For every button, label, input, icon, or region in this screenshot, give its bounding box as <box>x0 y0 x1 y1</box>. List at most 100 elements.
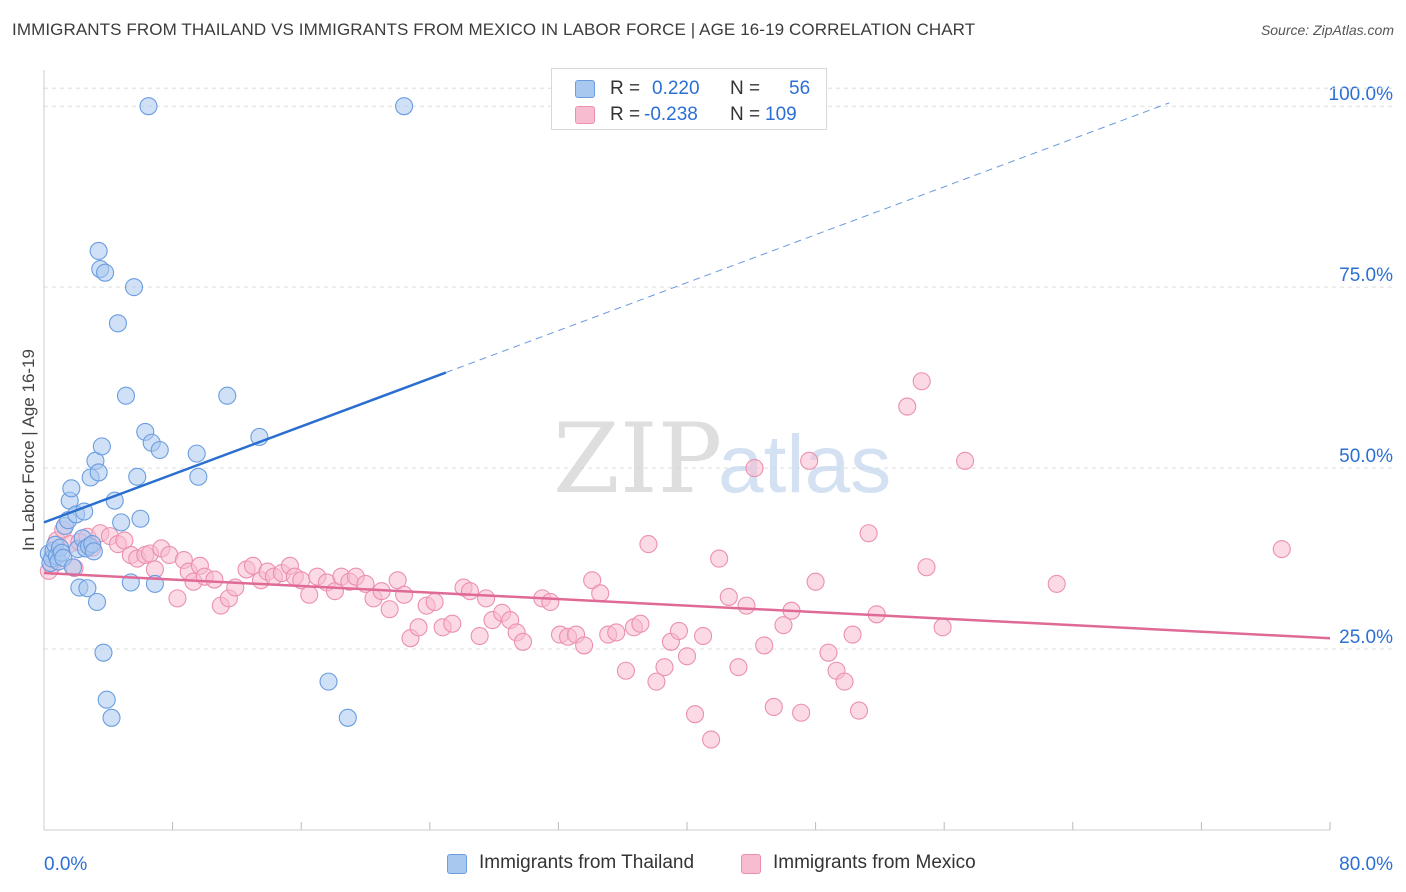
mexico-point <box>409 618 428 637</box>
legend-row-mexico: R = -0.238 N = 109 <box>552 102 826 128</box>
thailand-point <box>78 579 97 598</box>
thailand-point <box>87 592 107 612</box>
thailand-point <box>131 509 150 528</box>
thailand-point <box>112 513 131 532</box>
mexico-point <box>513 632 533 651</box>
thailand-point <box>139 97 158 116</box>
thailand-point <box>116 386 136 405</box>
legend-label-thailand: Immigrants from Thailand <box>479 852 695 873</box>
mexico-point <box>443 614 462 633</box>
thailand-point <box>62 479 81 498</box>
n-label: N = <box>730 104 761 125</box>
mexico-point <box>835 672 854 691</box>
mexico-point <box>800 451 819 470</box>
mexico-point <box>631 614 650 633</box>
mexico-point <box>395 585 414 604</box>
thailand-point <box>128 467 147 486</box>
mexico-point <box>755 636 774 655</box>
mexico-point <box>737 596 756 615</box>
thailand-point <box>150 440 169 460</box>
n-label: N = <box>730 78 761 99</box>
mexico-point <box>575 636 594 655</box>
mexico-point <box>819 643 838 662</box>
mexico-point <box>425 592 444 612</box>
chart-title: IMMIGRANTS FROM THAILAND VS IMMIGRANTS F… <box>12 20 976 39</box>
mexico-point <box>470 626 489 646</box>
mexico-point <box>655 658 674 677</box>
n-value-mexico: 109 <box>765 104 797 125</box>
y-tick-label: 100.0% <box>1329 84 1394 105</box>
thailand-swatch <box>447 854 467 874</box>
mexico-point <box>792 703 811 722</box>
thailand-point <box>108 314 127 333</box>
r-label: R = <box>610 104 641 125</box>
r-value-thailand: 0.220 <box>652 78 700 99</box>
mexico-point <box>849 701 869 720</box>
mexico-point <box>669 621 689 641</box>
mexico-point <box>764 697 783 717</box>
thailand-point <box>94 643 113 662</box>
thailand-point <box>319 672 338 691</box>
mexico-point <box>774 616 793 635</box>
mexico-point <box>843 625 862 644</box>
thailand-point <box>96 263 115 282</box>
y-tick-label: 25.0% <box>1339 627 1393 648</box>
thailand-point <box>84 542 103 561</box>
mexico-point <box>859 524 878 543</box>
mexico-point <box>933 618 952 637</box>
legend-label-mexico: Immigrants from Mexico <box>773 852 976 873</box>
mexico-point <box>541 592 560 612</box>
thailand-point <box>218 386 237 405</box>
x-tick-label: 80.0% <box>1339 854 1393 875</box>
thailand-trendline <box>43 371 447 524</box>
mexico-point <box>710 549 729 568</box>
mexico-point <box>1047 574 1066 593</box>
mexico-point <box>677 647 697 666</box>
thailand-trendline-extension <box>445 102 1170 374</box>
mexico-point <box>702 730 721 749</box>
mexico-point <box>639 535 658 554</box>
mexico-trendline <box>43 571 1331 640</box>
mexico-point <box>591 584 610 603</box>
r-value-mexico: -0.238 <box>644 104 698 125</box>
mexico-point <box>806 572 825 591</box>
mexico-point <box>729 658 748 677</box>
mexico-point <box>607 623 626 642</box>
mexico-point <box>719 587 738 606</box>
mexico-point <box>1272 540 1291 559</box>
x-tick-label: 0.0% <box>44 854 87 875</box>
mexico-point <box>898 397 917 416</box>
thailand-point <box>124 278 144 297</box>
mexico-point <box>956 451 975 470</box>
thailand-point <box>189 467 208 486</box>
mexico-point <box>616 661 635 680</box>
legend-row-thailand: R = 0.220 N = 56 <box>552 76 826 102</box>
mexico-point <box>583 571 602 590</box>
mexico-point <box>460 582 480 601</box>
watermark-zip: ZIP <box>553 403 722 515</box>
thailand-point <box>89 463 108 482</box>
thailand-swatch <box>575 80 595 98</box>
thailand-point <box>187 444 206 463</box>
mexico-point <box>168 589 187 608</box>
mexico-point <box>912 372 931 391</box>
y-axis-label: In Labor Force | Age 16-19 <box>19 349 38 551</box>
mexico-point <box>685 705 705 724</box>
mexico-swatch <box>575 106 595 124</box>
mexico-swatch <box>741 854 761 874</box>
thailand-point <box>102 708 121 727</box>
y-tick-label: 50.0% <box>1339 446 1393 467</box>
stats-legend: R = 0.220 N = 56 R = -0.238 N = 109 <box>551 68 827 130</box>
thailand-point <box>89 241 108 261</box>
mexico-point <box>647 672 666 691</box>
thailand-point <box>338 708 357 727</box>
r-label: R = <box>610 78 641 99</box>
source-credit: Source: ZipAtlas.com <box>1260 22 1394 38</box>
thailand-point <box>92 437 111 456</box>
mexico-point <box>205 570 224 589</box>
thailand-point <box>97 690 116 709</box>
mexico-point <box>917 558 936 577</box>
y-tick-label: 75.0% <box>1339 265 1393 286</box>
mexico-point <box>380 600 399 619</box>
